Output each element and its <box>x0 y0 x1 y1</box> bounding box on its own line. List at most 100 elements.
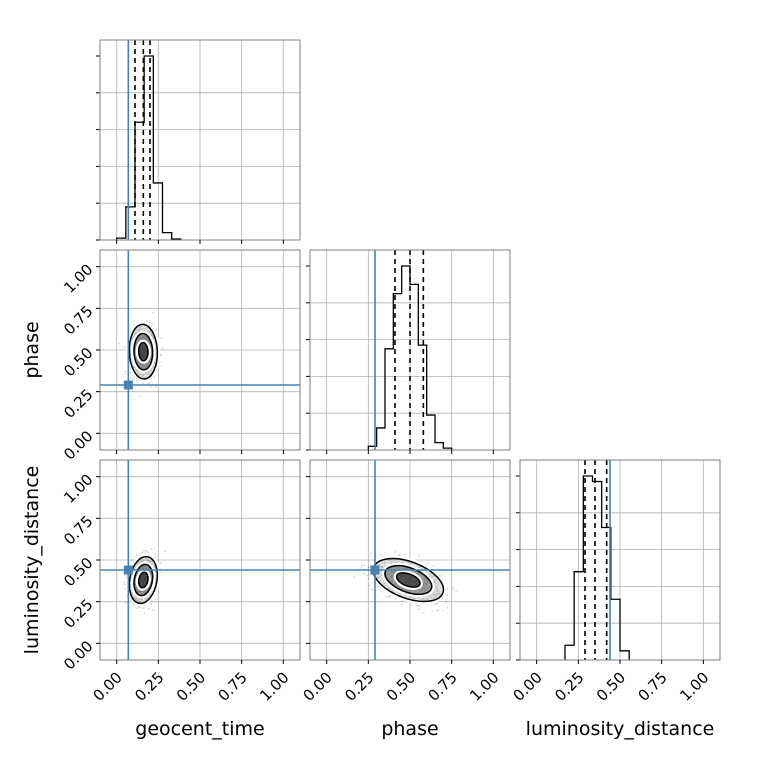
sample-point <box>150 548 153 550</box>
sample-point <box>124 583 126 585</box>
sample-point <box>130 372 132 374</box>
sample-point <box>123 581 125 583</box>
sample-point <box>135 554 138 557</box>
sample-point <box>363 573 365 575</box>
y-tick-label: 0.00 <box>60 427 96 463</box>
sample-point <box>367 570 370 573</box>
sample-point <box>132 378 134 380</box>
sample-point <box>416 605 419 607</box>
x-tick-label: 1.00 <box>466 668 502 704</box>
y-tick-label: 0.25 <box>60 385 96 421</box>
sample-point <box>143 550 145 553</box>
truth-marker <box>370 565 380 575</box>
sample-point <box>357 573 360 575</box>
sample-point <box>160 354 162 357</box>
sample-point <box>153 376 155 379</box>
sample-point <box>371 582 373 584</box>
sample-point <box>367 578 370 580</box>
sample-point <box>402 603 404 606</box>
corner-panels: 0.000.250.500.751.000.00 0.25 0.50 0.75 1.00… <box>60 39 721 705</box>
sample-point <box>141 607 143 609</box>
sample-point <box>137 606 140 609</box>
sample-point <box>445 598 448 601</box>
histogram-geocent_time <box>116 55 182 240</box>
sample-point <box>123 373 125 376</box>
sample-point <box>118 343 120 345</box>
sample-point <box>432 565 435 567</box>
sample-point <box>394 598 397 601</box>
sample-point <box>143 607 145 610</box>
sample-point <box>149 321 151 324</box>
panel-luminosity_distance-vs-geocent_time: 0.00 0.25 0.50 0.75 1.000.000.250.500.751.00 <box>60 459 301 705</box>
y-tick-label: 1.00 <box>60 470 96 506</box>
sample-point <box>151 600 153 603</box>
sample-point <box>377 585 379 588</box>
sample-point <box>133 376 135 379</box>
truth-marker <box>123 380 133 390</box>
x-tick-label: 0.50 <box>173 668 209 704</box>
sample-point <box>371 589 374 592</box>
sample-point <box>453 588 455 591</box>
sample-point <box>146 550 149 553</box>
sample-point <box>380 554 382 557</box>
contour-line <box>133 332 154 371</box>
plot-area <box>520 460 720 660</box>
sample-point <box>419 605 421 607</box>
sample-point <box>146 320 148 322</box>
sample-point <box>353 576 355 578</box>
sample-point <box>138 606 141 609</box>
sample-point <box>133 398 135 401</box>
sample-point <box>367 565 370 568</box>
histogram-phase <box>367 265 453 450</box>
x-tick-label: 0.00 <box>300 668 336 704</box>
sample-point <box>124 370 127 373</box>
x-tick-label: 0.75 <box>425 668 461 704</box>
x-tick-label: 0.25 <box>131 668 167 704</box>
contour-halo <box>130 561 156 599</box>
sample-point <box>446 606 449 609</box>
sample-point <box>431 610 434 612</box>
sample-point <box>368 573 371 576</box>
sample-point <box>155 329 158 331</box>
sample-point <box>418 555 420 557</box>
contour-line <box>137 341 149 362</box>
truth-marker <box>123 565 133 575</box>
x-tick-label: 0.50 <box>383 668 419 704</box>
sample-point <box>436 609 438 612</box>
plot-area <box>310 250 510 450</box>
sample-point <box>135 607 138 609</box>
sample-point <box>446 594 449 596</box>
sample-point <box>152 609 155 611</box>
sample-point <box>370 552 372 554</box>
panel-phase-vs-geocent_time: 0.000.250.500.751.00 <box>60 249 301 463</box>
sample-point <box>133 558 135 561</box>
histogram-luminosity_distance <box>564 475 630 660</box>
sample-point <box>160 354 163 356</box>
density-shading <box>138 342 149 361</box>
x-tick-label: 1.00 <box>256 668 292 704</box>
panel-geocent_time-vs-geocent_time <box>96 39 301 244</box>
contour-line <box>128 555 159 605</box>
sample-point <box>456 589 459 592</box>
y-tick-label: 1.00 <box>60 260 96 296</box>
sample-point <box>446 588 449 590</box>
sample-point <box>142 382 145 385</box>
sample-point <box>366 574 368 577</box>
sample-point <box>442 609 445 611</box>
plot-area <box>100 460 300 660</box>
panel-phase-vs-phase <box>306 249 511 454</box>
sample-point <box>154 385 157 388</box>
sample-point <box>388 594 391 597</box>
plot-area <box>310 460 510 660</box>
contour-halo <box>130 330 156 373</box>
x-tick-label: 0.25 <box>341 668 377 704</box>
sample-point <box>369 555 372 558</box>
sample-point <box>124 602 126 604</box>
contour-halo <box>381 562 435 598</box>
sample-point <box>398 554 400 556</box>
sample-point <box>161 347 164 350</box>
sample-point <box>360 566 363 568</box>
sample-point <box>427 562 430 564</box>
sample-point <box>139 395 142 398</box>
